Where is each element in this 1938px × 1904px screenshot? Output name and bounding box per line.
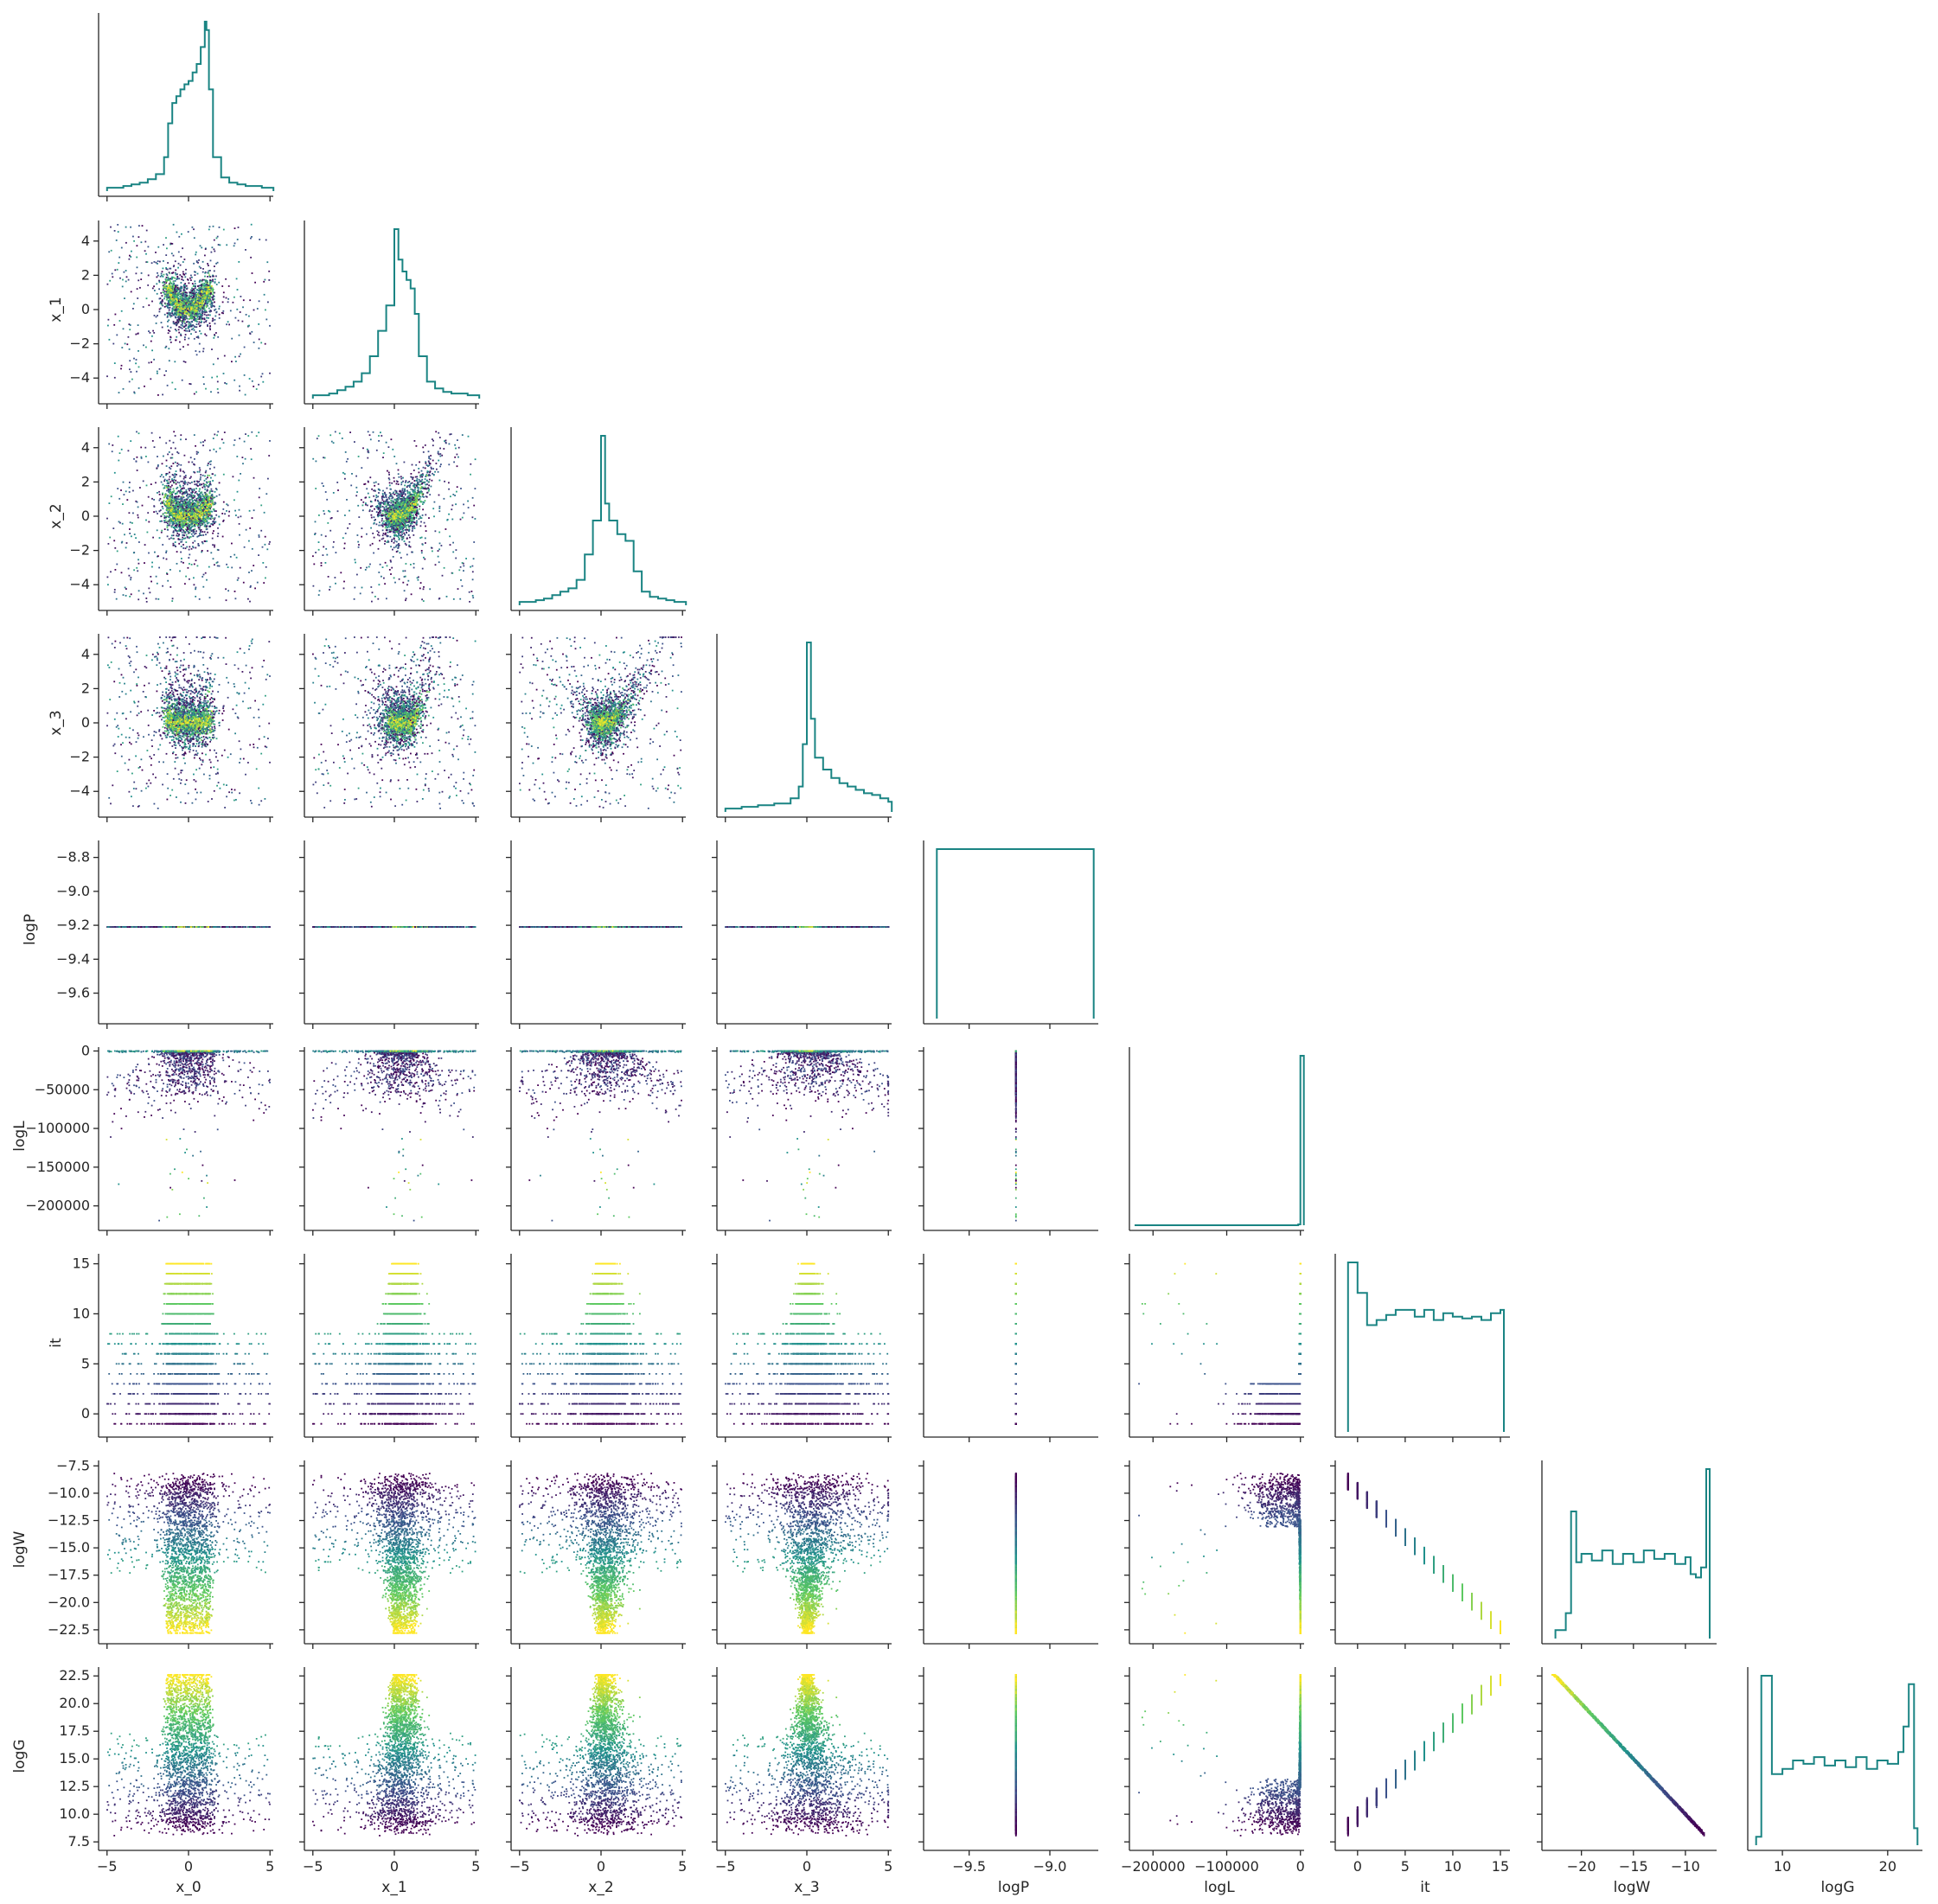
point (181, 233, 182, 235)
point (181, 278, 182, 280)
point (125, 270, 127, 272)
point (138, 387, 140, 389)
point (171, 252, 173, 254)
point (228, 324, 230, 326)
point (151, 335, 153, 337)
point (164, 306, 166, 308)
point (151, 301, 153, 303)
histogram-x_0 (107, 22, 273, 191)
point (121, 347, 123, 348)
point (167, 326, 169, 328)
panel-x_0-vs-x_0 (99, 13, 273, 201)
point (150, 378, 151, 380)
point (214, 271, 215, 272)
point (263, 281, 265, 283)
point (211, 252, 213, 253)
point (123, 328, 125, 329)
point (258, 384, 259, 386)
point (180, 335, 182, 336)
point (193, 328, 195, 329)
point (108, 319, 110, 321)
point (168, 348, 169, 349)
point (195, 326, 197, 328)
point (182, 261, 184, 263)
point (227, 301, 229, 303)
point (162, 295, 163, 297)
point (157, 373, 158, 374)
point (146, 297, 148, 299)
point (237, 239, 239, 240)
point (175, 388, 176, 390)
point (114, 269, 116, 271)
point (214, 248, 215, 250)
point (254, 282, 256, 284)
point (268, 271, 270, 272)
point (121, 247, 123, 249)
point (141, 272, 143, 274)
point (185, 328, 187, 329)
point (159, 281, 161, 283)
point (129, 259, 131, 260)
point (212, 318, 214, 320)
point (202, 272, 204, 273)
point (217, 336, 219, 338)
point (159, 311, 161, 313)
point (114, 230, 116, 232)
point (211, 348, 213, 350)
point (260, 342, 262, 344)
point (152, 288, 154, 290)
point (182, 328, 183, 329)
point (205, 388, 207, 390)
point (131, 251, 132, 252)
point (201, 247, 202, 249)
point (235, 317, 237, 319)
point (137, 297, 138, 299)
point (154, 290, 156, 291)
point (157, 371, 158, 373)
point (157, 315, 158, 316)
point (208, 314, 209, 316)
point (212, 246, 214, 248)
point (123, 388, 125, 390)
point (133, 303, 135, 304)
point (118, 231, 119, 233)
point (256, 388, 258, 390)
point (117, 269, 118, 271)
point (165, 370, 167, 372)
point (181, 282, 182, 284)
point (195, 392, 197, 393)
point (238, 261, 240, 263)
point (233, 297, 235, 298)
point (109, 280, 111, 282)
point (142, 225, 144, 227)
point (191, 277, 193, 278)
point (217, 388, 219, 390)
point (129, 360, 131, 361)
point (240, 354, 241, 355)
point (124, 297, 125, 299)
point (175, 272, 176, 274)
point (158, 280, 160, 282)
point (265, 343, 266, 345)
point (165, 237, 167, 239)
point (146, 230, 148, 232)
point (163, 244, 164, 246)
point (156, 316, 157, 318)
point (175, 270, 176, 272)
point (175, 260, 176, 262)
point (251, 331, 253, 333)
point (216, 284, 218, 285)
point (223, 229, 225, 231)
point (240, 296, 242, 297)
point (145, 347, 147, 348)
point (198, 259, 200, 261)
scatter-x_1-vs-x_0 (106, 224, 271, 396)
point (239, 335, 240, 336)
point (120, 368, 122, 370)
point (212, 279, 214, 281)
